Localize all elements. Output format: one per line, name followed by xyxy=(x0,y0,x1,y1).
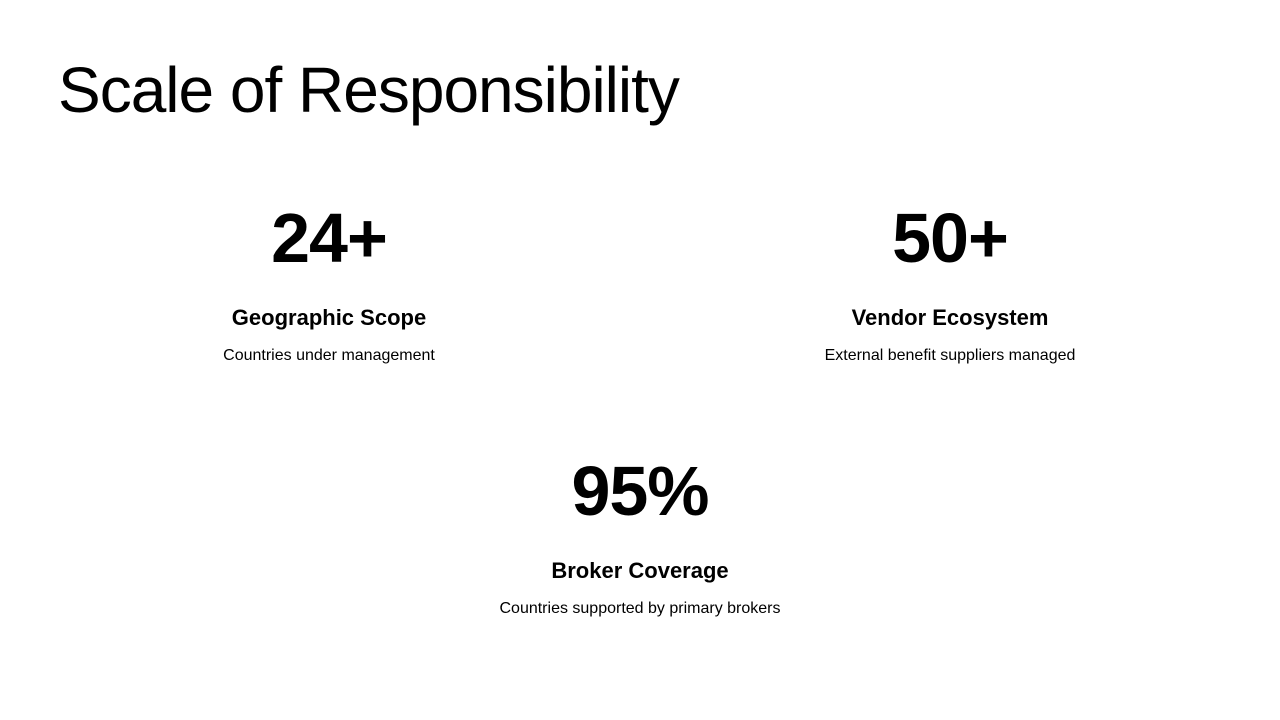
stat-label: Geographic Scope xyxy=(231,305,427,330)
stat-value: 24+ xyxy=(271,199,388,277)
stat-vendor-ecosystem: 50+ Vendor Ecosystem External benefit su… xyxy=(700,198,1200,366)
stat-value: 50+ xyxy=(892,199,1009,277)
stat-geographic-scope: 24+ Geographic Scope Countries under man… xyxy=(79,198,579,366)
stat-description: Countries supported by primary brokers xyxy=(499,600,781,617)
stat-broker-coverage: 95% Broker Coverage Countries supported … xyxy=(390,451,890,619)
stat-label: Broker Coverage xyxy=(551,558,729,583)
page-title: Scale of Responsibility xyxy=(58,54,680,126)
stat-value: 95% xyxy=(571,452,709,530)
stat-label: Vendor Ecosystem xyxy=(851,305,1049,330)
stat-description: External benefit suppliers managed xyxy=(824,347,1076,364)
stat-description: Countries under management xyxy=(223,347,435,364)
